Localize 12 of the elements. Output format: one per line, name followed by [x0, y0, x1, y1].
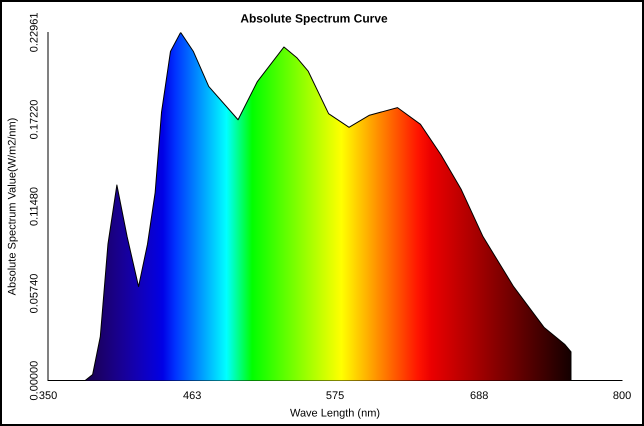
x-tick-label: 688	[470, 390, 488, 402]
x-tick-label: 575	[326, 390, 344, 402]
y-tick-label: 0.11480	[28, 187, 41, 226]
x-tick-label: 800	[612, 390, 632, 402]
x-axis-title: Wave Length (nm)	[290, 407, 380, 420]
y-tick-label: 0.05740	[28, 274, 41, 314]
chart-title: Absolute Spectrum Curve	[240, 12, 388, 26]
x-tick-label: 463	[182, 390, 202, 402]
y-tick-label: 0.17220	[28, 100, 41, 140]
y-tick-label: 0.22961	[28, 12, 41, 52]
y-axis-title: Absolute Spectrum Value(W/m2/nm)	[6, 118, 19, 296]
x-tick-label: 350	[38, 390, 58, 402]
